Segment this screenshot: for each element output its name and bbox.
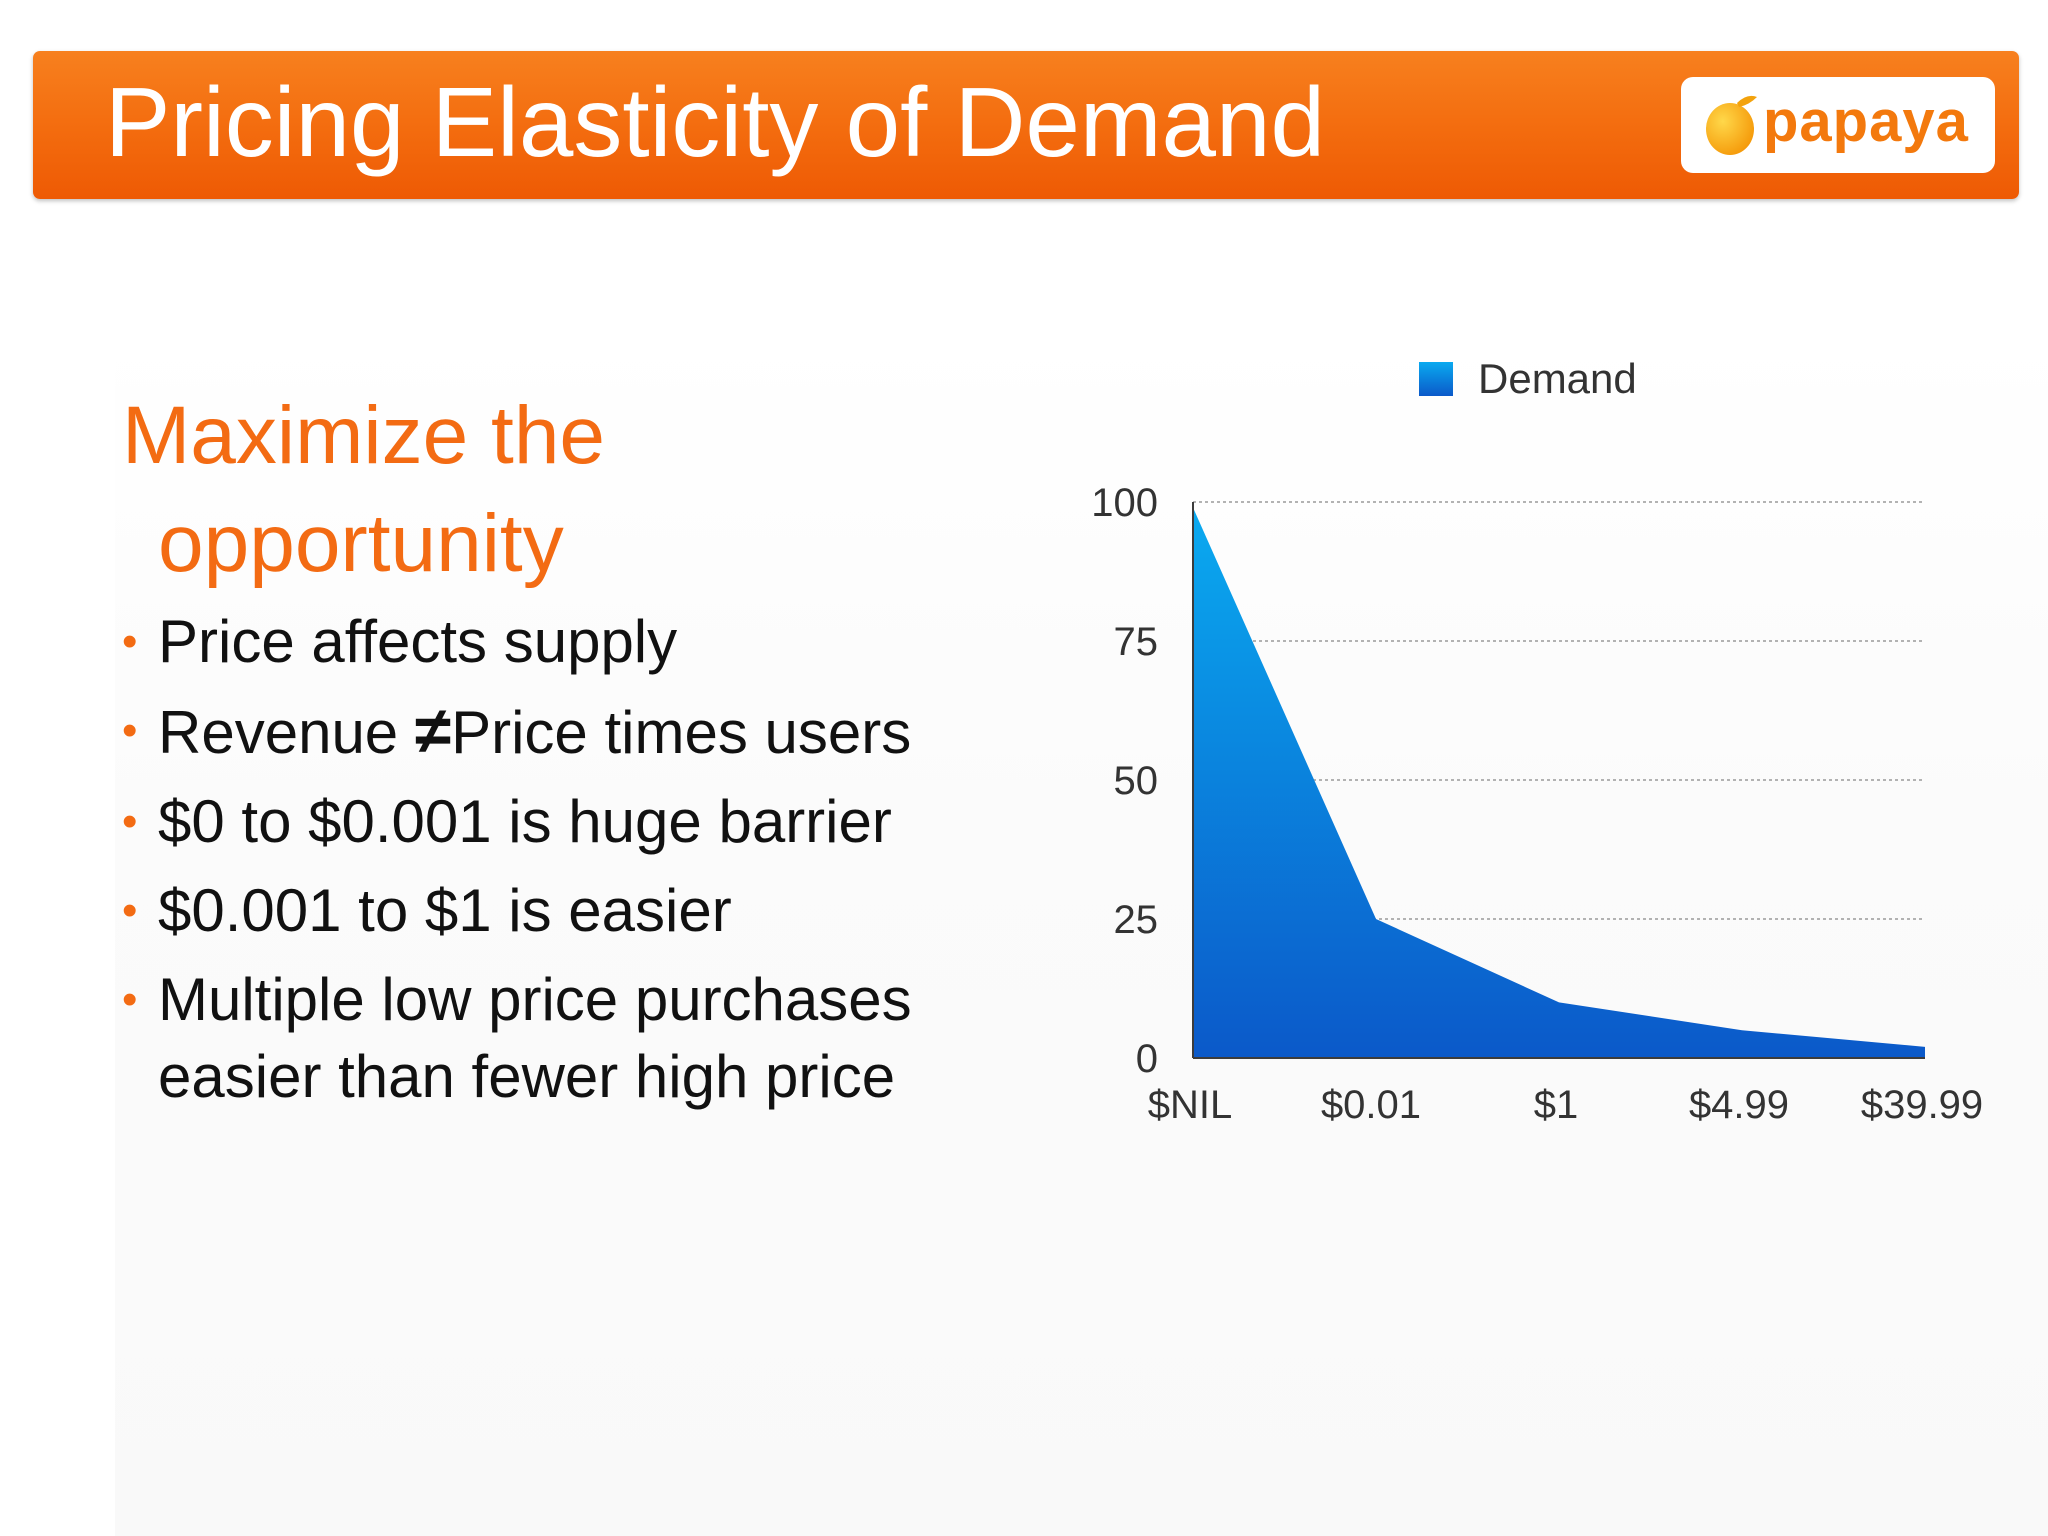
- legend-swatch: [1419, 362, 1453, 396]
- title-bar: Pricing Elasticity of Demand papaya: [33, 51, 2019, 199]
- y-tick-label: 100: [1091, 481, 1158, 525]
- papaya-fruit-icon: [1706, 95, 1757, 155]
- demand-area: [1193, 507, 1925, 1058]
- not-equal-symbol: ≠: [414, 693, 452, 767]
- slide-title: Pricing Elasticity of Demand: [105, 67, 1326, 177]
- section-heading: Maximize the opportunity: [122, 382, 605, 598]
- y-tick-label: 75: [1114, 620, 1159, 664]
- bullet-dot-icon: •: [122, 797, 138, 846]
- legend: Demand: [1419, 355, 1637, 402]
- bullet-text-before: Revenue: [158, 699, 415, 766]
- bullet-item: • $0.001 to $1 is easier: [122, 872, 912, 949]
- x-tick-label: $1: [1534, 1083, 1579, 1127]
- bullet-text: $0.001 to $1 is easier: [158, 877, 732, 944]
- bullet-text-line-1: Multiple low price purchases: [158, 966, 912, 1033]
- bullet-text: $0 to $0.001 is huge barrier: [158, 788, 892, 855]
- y-tick-label: 0: [1136, 1037, 1158, 1081]
- area-series: [1193, 507, 1925, 1058]
- bullet-item: • Revenue ≠Price times users: [122, 692, 912, 771]
- heading-line-1: Maximize the: [122, 390, 606, 481]
- heading-line-2: opportunity: [158, 498, 564, 589]
- bullet-text-line-2: easier than fewer high price: [158, 1043, 896, 1110]
- bullet-list: • Price affects supply • Revenue ≠Price …: [122, 603, 912, 1127]
- bullet-dot-icon: •: [122, 886, 138, 935]
- bullet-text-after: Price times users: [451, 699, 912, 766]
- bullet-text: Price affects supply: [158, 608, 678, 675]
- bullet-item: • $0 to $0.001 is huge barrier: [122, 783, 912, 860]
- legend-label: Demand: [1478, 355, 1637, 402]
- y-tick-label: 50: [1114, 759, 1159, 803]
- x-tick-label: $39.99: [1861, 1083, 1983, 1127]
- y-tick-label: 25: [1114, 898, 1159, 942]
- bullet-dot-icon: •: [122, 706, 138, 755]
- logo-wordmark: papaya: [1763, 89, 1969, 154]
- bullet-dot-icon: •: [122, 617, 138, 666]
- bullet-dot-icon: •: [122, 975, 138, 1024]
- x-tick-label: $4.99: [1689, 1083, 1789, 1127]
- bullet-item: • Price affects supply: [122, 603, 912, 680]
- axes: 0 25 50 75 100 $NIL $0.01 $1 $4.99 $39.99: [1091, 481, 1983, 1127]
- content-background: [115, 330, 2048, 1536]
- papaya-logo: papaya: [1681, 77, 1995, 173]
- x-tick-label: $0.01: [1321, 1083, 1421, 1127]
- bullet-item: • Multiple low price purchases easier th…: [122, 961, 912, 1115]
- x-tick-label: $NIL: [1148, 1083, 1233, 1127]
